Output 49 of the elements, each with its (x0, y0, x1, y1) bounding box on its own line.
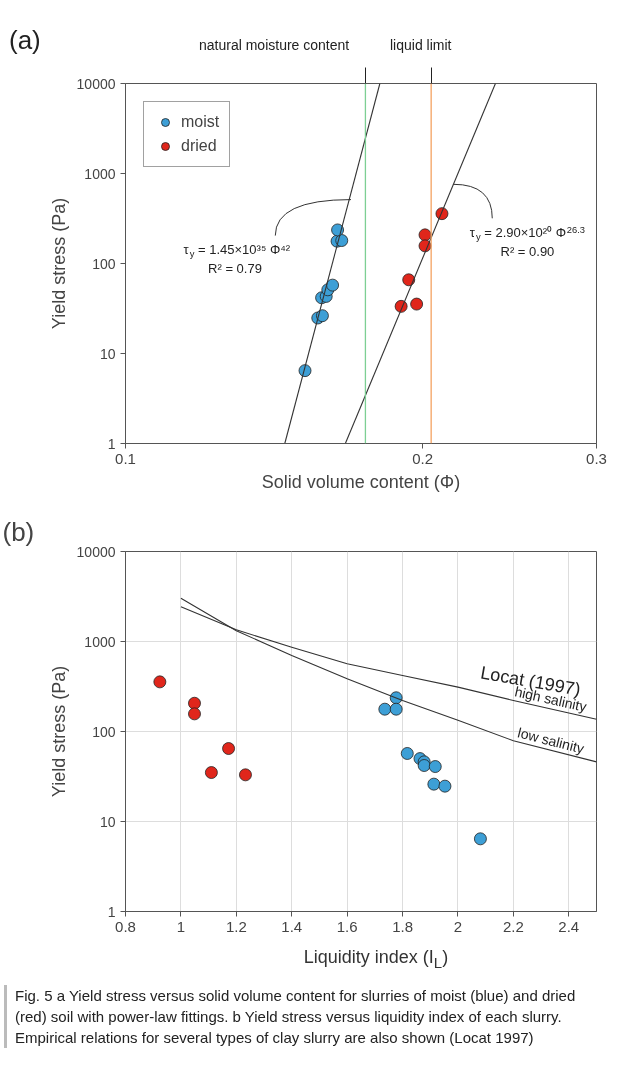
point (222, 742, 235, 755)
point (378, 702, 392, 716)
y-tick-label: 10 (99, 813, 116, 830)
point (153, 675, 167, 689)
point (188, 707, 201, 721)
x-axis-title: Solid volume content (Φ) (261, 471, 461, 492)
y-tick-label: 1000 (84, 165, 116, 182)
x-tick-label: 0.3 (586, 449, 607, 467)
point (438, 779, 452, 793)
x-axis-title: Liquidity index (I$_{L}$) (303, 946, 449, 973)
chart-title: (b) (2, 516, 35, 547)
y-axis-title: Yield stress (Pa) (48, 197, 69, 330)
chart-title: (a) (9, 23, 41, 57)
ref-line-label: liquid limit (390, 36, 452, 55)
y-tick-label: 100 (92, 723, 116, 740)
point (474, 832, 487, 846)
y-tick-label: 10 (99, 345, 116, 362)
y-tick-label: 10000 (76, 75, 116, 92)
x-tick-label: 1.8 (392, 917, 413, 935)
point (427, 777, 441, 791)
ref-line-label: natural moisture content (199, 36, 350, 55)
x-tick-label: 1.4 (281, 917, 303, 935)
point (417, 759, 431, 772)
caption: Fig. 5 a Yield stress versus solid volume content for slurries of moist (blue) and dried (red) soil with power-law fittings. b Yield stress versus liquidity index of each slurry. Empirical relations for several types of clay slurry are also shown (Locat 1997) (15, 986, 577, 1048)
point (204, 766, 218, 779)
point (188, 696, 201, 710)
legend-label: dried (181, 137, 217, 155)
text: low salinity (516, 724, 586, 757)
y-tick-label: 10000 (76, 543, 116, 560)
y-axis-title: Yield stress (Pa) (48, 665, 69, 798)
legend-label: moist (181, 113, 220, 131)
x-tick-label: 1 (176, 917, 186, 935)
y-tick-label: 1000 (84, 633, 116, 650)
point (428, 760, 442, 773)
x-tick-label: 2 (453, 917, 463, 935)
x-tick-label: 2.2 (502, 917, 524, 935)
line-series (180, 597, 597, 763)
x-tick-label: 1.6 (336, 917, 358, 935)
x-tick-label: 1.2 (225, 917, 247, 935)
y-tick-label: 100 (92, 255, 116, 272)
point (400, 747, 414, 760)
point (389, 702, 403, 716)
y-tick-label: 1 (107, 903, 116, 920)
x-tick-label: 0.2 (412, 449, 434, 467)
x-tick-label: 2.4 (558, 917, 580, 935)
x-tick-label: 0.8 (115, 917, 136, 935)
point (239, 768, 252, 782)
y-tick-label: 1 (107, 435, 116, 452)
x-tick-label: 0.1 (115, 449, 136, 467)
